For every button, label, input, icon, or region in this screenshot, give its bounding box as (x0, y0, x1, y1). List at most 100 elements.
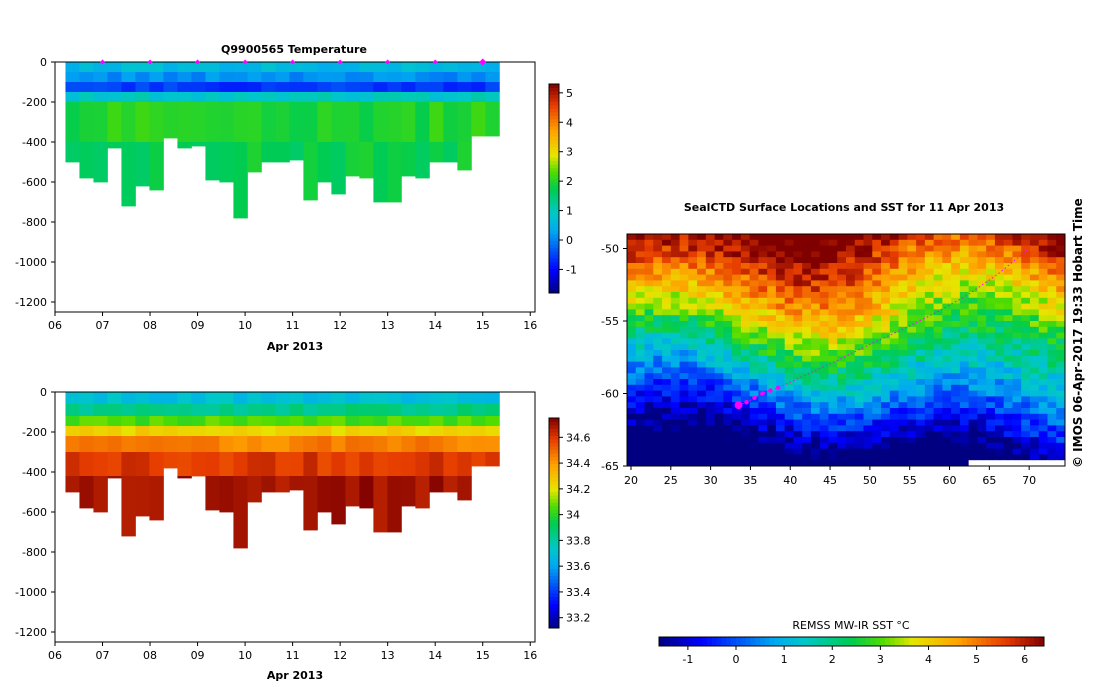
sst-cell (758, 437, 768, 444)
sst-cell (977, 303, 987, 310)
sst-cell (1047, 257, 1057, 264)
sst-cell (688, 332, 698, 339)
sst-cell (846, 257, 856, 264)
sst-cell (924, 303, 935, 310)
sst-cell (697, 396, 707, 403)
sst-cell (907, 454, 917, 461)
section-cell (261, 142, 276, 163)
sst-cell (767, 437, 777, 444)
sst-cell (662, 466, 671, 472)
section-cell (79, 416, 94, 427)
track-point (768, 388, 773, 393)
sst-cell (951, 268, 961, 276)
section-cell (205, 82, 220, 93)
sst-cell (994, 268, 1005, 276)
sst-cell (1038, 280, 1048, 287)
sst-cell (750, 466, 759, 472)
sst-cell (986, 257, 996, 264)
section-cell (317, 452, 332, 477)
sst-cell (951, 373, 961, 380)
sst-cell (653, 355, 663, 363)
sst-cell (627, 286, 637, 293)
sst-cell (810, 332, 821, 339)
sst-cell (784, 350, 794, 357)
sst-cell (670, 280, 681, 287)
sst-cell (854, 419, 865, 426)
sst-cell (907, 361, 917, 368)
sst-cell (1047, 280, 1057, 287)
sst-cell (1056, 396, 1065, 403)
sst-cell (1021, 454, 1031, 461)
sst-cell (933, 332, 943, 339)
sst-cell (933, 425, 943, 432)
sst-cell (986, 326, 996, 334)
sst-cell (872, 448, 882, 455)
sst-cell (679, 292, 689, 299)
sst-cell (679, 350, 689, 357)
sst-cell (749, 390, 759, 397)
sst-cell (784, 344, 794, 351)
sst-cell (740, 448, 751, 455)
colorbar-swatch (549, 544, 559, 548)
sst-cell (854, 425, 865, 432)
sst-cell (1003, 373, 1013, 380)
sst-cell (653, 402, 663, 409)
sst-cell (846, 466, 855, 472)
sst-cell (951, 251, 961, 258)
sst-cell (837, 321, 847, 328)
sst-cell (933, 454, 943, 461)
sst-cell (1021, 239, 1031, 247)
sst-cell (697, 419, 707, 426)
section-cell (303, 62, 318, 73)
colorbar-frame (548, 417, 560, 629)
sst-cell (1039, 466, 1048, 472)
sst-cell (749, 460, 759, 466)
sst-cell (670, 338, 681, 345)
sst-cell (1012, 454, 1022, 461)
sst-cell (846, 367, 856, 374)
colorbar-swatch (841, 637, 848, 646)
sst-cell (723, 350, 733, 357)
sst-cell (986, 332, 996, 339)
sst-cell (951, 408, 961, 415)
sst-cell (784, 332, 794, 339)
sst-cell (670, 454, 681, 461)
section-cell (485, 102, 500, 137)
sst-cell (881, 413, 891, 421)
colorbar-swatch (549, 118, 559, 123)
sst-cell (916, 239, 926, 247)
sst-cell (872, 303, 882, 310)
sst-cell (898, 373, 908, 380)
sst-cell (688, 297, 698, 305)
sst-cell (767, 448, 777, 455)
sst-cell (924, 286, 935, 293)
colorbar-swatch (549, 449, 559, 454)
sst-cell (942, 286, 952, 293)
surface-marker (432, 59, 438, 65)
section-cell (93, 416, 108, 427)
sst-cell (986, 350, 996, 357)
sst-cell (679, 344, 689, 351)
sst-cell (714, 297, 724, 305)
colorbar-swatch (707, 637, 713, 646)
section-cell (345, 102, 360, 143)
colorbar-swatch (813, 637, 819, 646)
sst-cell (872, 466, 881, 472)
sst-cell (968, 234, 978, 241)
salinity-x-axis: 06 07 08 09 10 11 12 13 14 15 16 (48, 642, 537, 662)
sst-cell (740, 286, 751, 293)
sst-cell (933, 361, 943, 368)
sst-cell (1029, 268, 1040, 276)
sst-cell (679, 361, 689, 368)
section-cell (219, 62, 234, 73)
sst-cell (732, 263, 742, 270)
sst-cell (697, 448, 707, 455)
sst-cell (1038, 268, 1048, 276)
colorbar-swatch (549, 463, 559, 468)
sst-cell (986, 373, 996, 380)
sst-cell (749, 344, 759, 351)
sst-cell (1056, 303, 1065, 310)
sst-cell (740, 274, 751, 281)
sst-cell (933, 402, 943, 409)
